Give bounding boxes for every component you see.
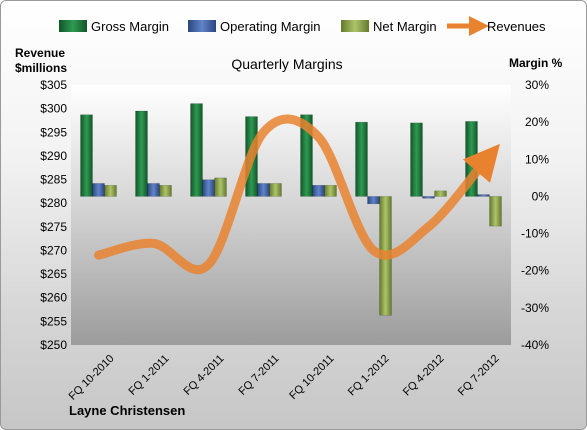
right-axis-label: Margin % [509,56,563,70]
legend-label-gross-margin: Gross Margin [91,19,169,34]
left-tick-label: $305 [40,78,67,92]
gross-margin-bar [135,110,148,197]
left-axis-label-line2: $millions [15,61,67,75]
legend-swatch-net-margin [341,20,369,32]
gross-margin-bar [190,103,203,197]
net-margin-bar [269,183,282,197]
x-tick-label: FQ 10-2011 [287,353,336,402]
net-margin-bar [324,185,337,197]
gross-margin-bar [410,122,423,197]
x-tick-label: FQ 4-2011 [182,353,227,398]
right-tick-label: -40% [521,338,549,352]
right-tick-label: 10% [525,152,549,166]
right-tick-label: -30% [521,301,549,315]
gross-margin-bar [80,114,93,197]
left-tick-label: $260 [40,291,67,305]
legend-label-net-margin: Net Margin [373,19,437,34]
chart-title: Quarterly Margins [231,56,342,72]
left-tick-label: $280 [40,196,67,210]
x-tick-label: FQ 4-2012 [401,353,447,399]
gross-margin-bar [300,114,313,197]
x-tick-label: FQ 1-2012 [346,353,392,399]
left-tick-label: $285 [40,173,67,187]
legend-swatch-operating-margin [188,20,216,32]
legend-item-gross-margin: Gross Margin [59,19,169,34]
left-tick-label: $295 [40,125,67,139]
operating-margin-bar [92,183,105,197]
left-tick-label: $275 [40,220,67,234]
operating-margin-bar [202,179,215,197]
operating-margin-bar [477,194,490,197]
right-tick-label: -10% [521,227,549,241]
legend-swatch-gross-margin [59,20,87,32]
x-tick-label: FQ 10-2010 [67,353,117,403]
operating-margin-bar [147,183,160,197]
legend-item-net-margin: Net Margin [341,19,437,34]
right-axis-ticks: -40% -30% -20% -10% 0% 10% 20% 30% [521,78,549,352]
left-axis-ticks: $250 $255 $260 $265 $270 $275 $280 $285 $290 $295… [40,78,67,352]
left-tick-label: $270 [40,243,67,257]
gross-margin-bar [355,121,368,197]
left-tick-label: $300 [40,102,67,116]
operating-margin-bar [257,183,270,197]
x-tick-label: FQ 1-2011 [127,353,172,398]
x-tick-label: FQ 7-2012 [456,353,502,399]
net-margin-bar [434,190,447,197]
right-tick-label: 0% [532,189,550,203]
operating-margin-bar [422,196,435,199]
x-axis-ticks: FQ 10-2010 FQ 1-2011 FQ 4-2011 FQ 7-2011 FQ … [67,353,502,403]
net-margin-bar [489,196,502,227]
right-tick-label: 20% [525,115,549,129]
x-tick-label: FQ 7-2011 [237,353,282,398]
left-tick-label: $265 [40,267,67,281]
net-margin-bar [214,177,227,197]
left-tick-label: $255 [40,314,67,328]
net-margin-bar [159,185,172,197]
bar-series [80,103,502,316]
operating-margin-bar [367,196,380,205]
left-tick-label: $250 [40,338,67,352]
operating-margin-bar [312,185,325,197]
left-axis-label-line1: Revenue [15,46,65,60]
right-tick-label: -20% [521,264,549,278]
legend-label-operating-margin: Operating Margin [220,19,320,34]
revenues-line [94,114,500,275]
right-tick-label: 30% [525,78,549,92]
legend: Gross Margin Operating Margin Net Margin… [59,16,546,36]
author-credit: Layne Christensen [69,403,185,418]
left-tick-label: $290 [40,149,67,163]
revenue-line [94,114,500,275]
legend-item-revenues: Revenues [447,16,546,36]
legend-item-operating-margin: Operating Margin [188,19,320,34]
legend-label-revenues: Revenues [487,19,546,34]
net-margin-bar [104,185,117,197]
